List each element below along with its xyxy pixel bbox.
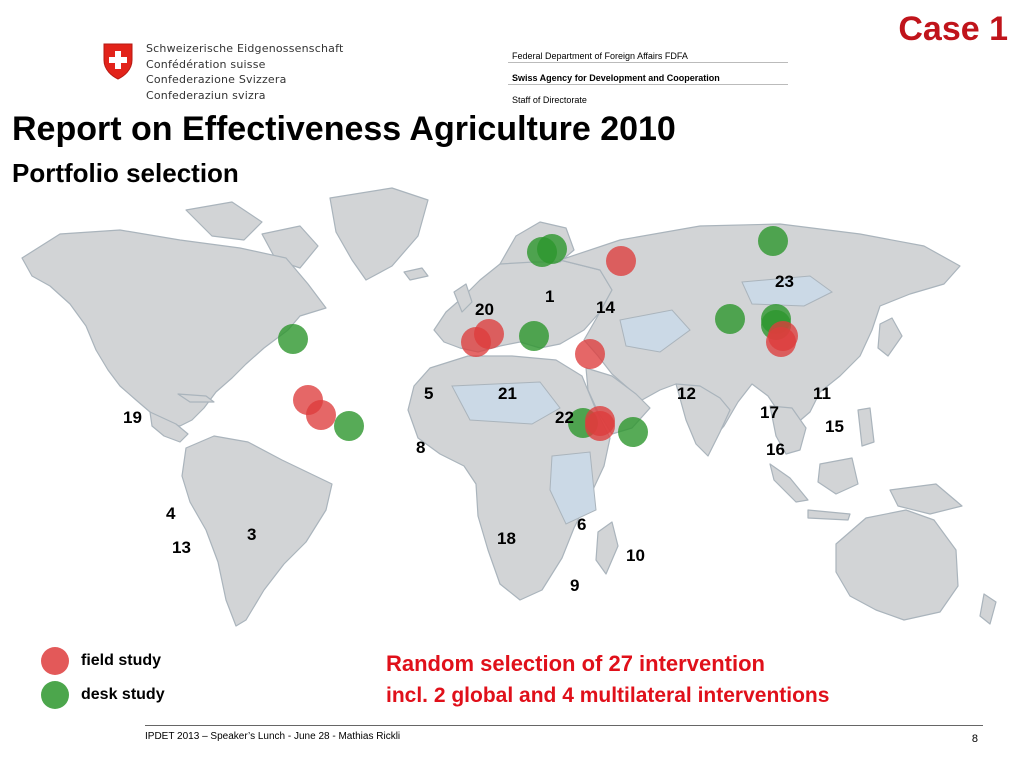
agency-divider — [508, 62, 788, 63]
department-name: Federal Department of Foreign Affairs FD… — [512, 51, 688, 61]
landmass-british-isles — [453, 283, 473, 313]
landmass-arctic-islands — [185, 201, 263, 241]
unit-name: Staff of Directorate — [512, 95, 587, 105]
landmass-asia — [559, 223, 961, 441]
region-highlight-mongolia — [741, 275, 833, 307]
agency-name: Swiss Agency for Development and Coopera… — [512, 73, 720, 83]
landmass-africa — [407, 355, 611, 601]
legend-field-dot — [41, 647, 69, 675]
page-title: Report on Effectiveness Agriculture 2010 — [12, 110, 676, 148]
page-subtitle: Portfolio selection — [12, 158, 239, 188]
page-number: 8 — [971, 733, 978, 745]
selection-note-detail: incl. 2 global and 4 multilateral interv… — [386, 684, 830, 707]
landmass-java — [807, 509, 851, 521]
landmass-indochina — [769, 405, 807, 455]
legend-field-label: field study — [81, 652, 162, 669]
landmass-central-america — [149, 411, 189, 443]
landmass-sumatra — [769, 463, 809, 503]
landmass-south-america — [181, 435, 333, 627]
landmass-india — [675, 383, 731, 457]
landmass-scandinavia — [499, 221, 575, 265]
footer-divider — [145, 725, 983, 726]
agency-divider — [508, 84, 788, 85]
landmass-cuba — [177, 393, 215, 403]
landmass-borneo — [817, 457, 859, 495]
agency-block: Federal Department of Foreign Affairs FD… — [512, 45, 720, 111]
landmass-new-zealand — [979, 593, 997, 625]
confederation-name-rm: Confederaziun svizra — [146, 88, 266, 102]
selection-note: Random selection of 27 intervention — [386, 651, 765, 676]
legend-desk-dot — [41, 681, 69, 709]
region-highlight-east-africa — [549, 451, 597, 525]
landmass-iceland — [403, 267, 429, 281]
world-map — [21, 187, 997, 627]
landmass-japan — [877, 317, 903, 357]
legend-desk-label: desk study — [81, 686, 165, 703]
landmass-new-guinea — [889, 483, 963, 515]
swiss-crest-icon — [103, 43, 133, 80]
confederation-name-it: Confederazione Svizzera — [146, 73, 287, 86]
confederation-names: Schweizerische Eidgenossenschaft Confédé… — [146, 41, 343, 103]
region-highlight-sahel — [451, 381, 561, 425]
landmass-madagascar — [595, 521, 619, 575]
landmass-north-america — [21, 229, 327, 427]
region-highlight-central-asia — [619, 309, 691, 353]
landmass-greenland — [329, 187, 429, 281]
confederation-name-de: Schweizerische Eidgenossenschaft — [146, 42, 344, 55]
confederation-name-fr: Confédération suisse — [146, 57, 266, 71]
case-label: Case 1 — [898, 10, 1008, 48]
landmass-australia — [835, 509, 959, 621]
footer-text: IPDET 2013 – Speaker’s Lunch - June 28 -… — [145, 731, 401, 742]
landmass-philippines — [857, 407, 875, 447]
